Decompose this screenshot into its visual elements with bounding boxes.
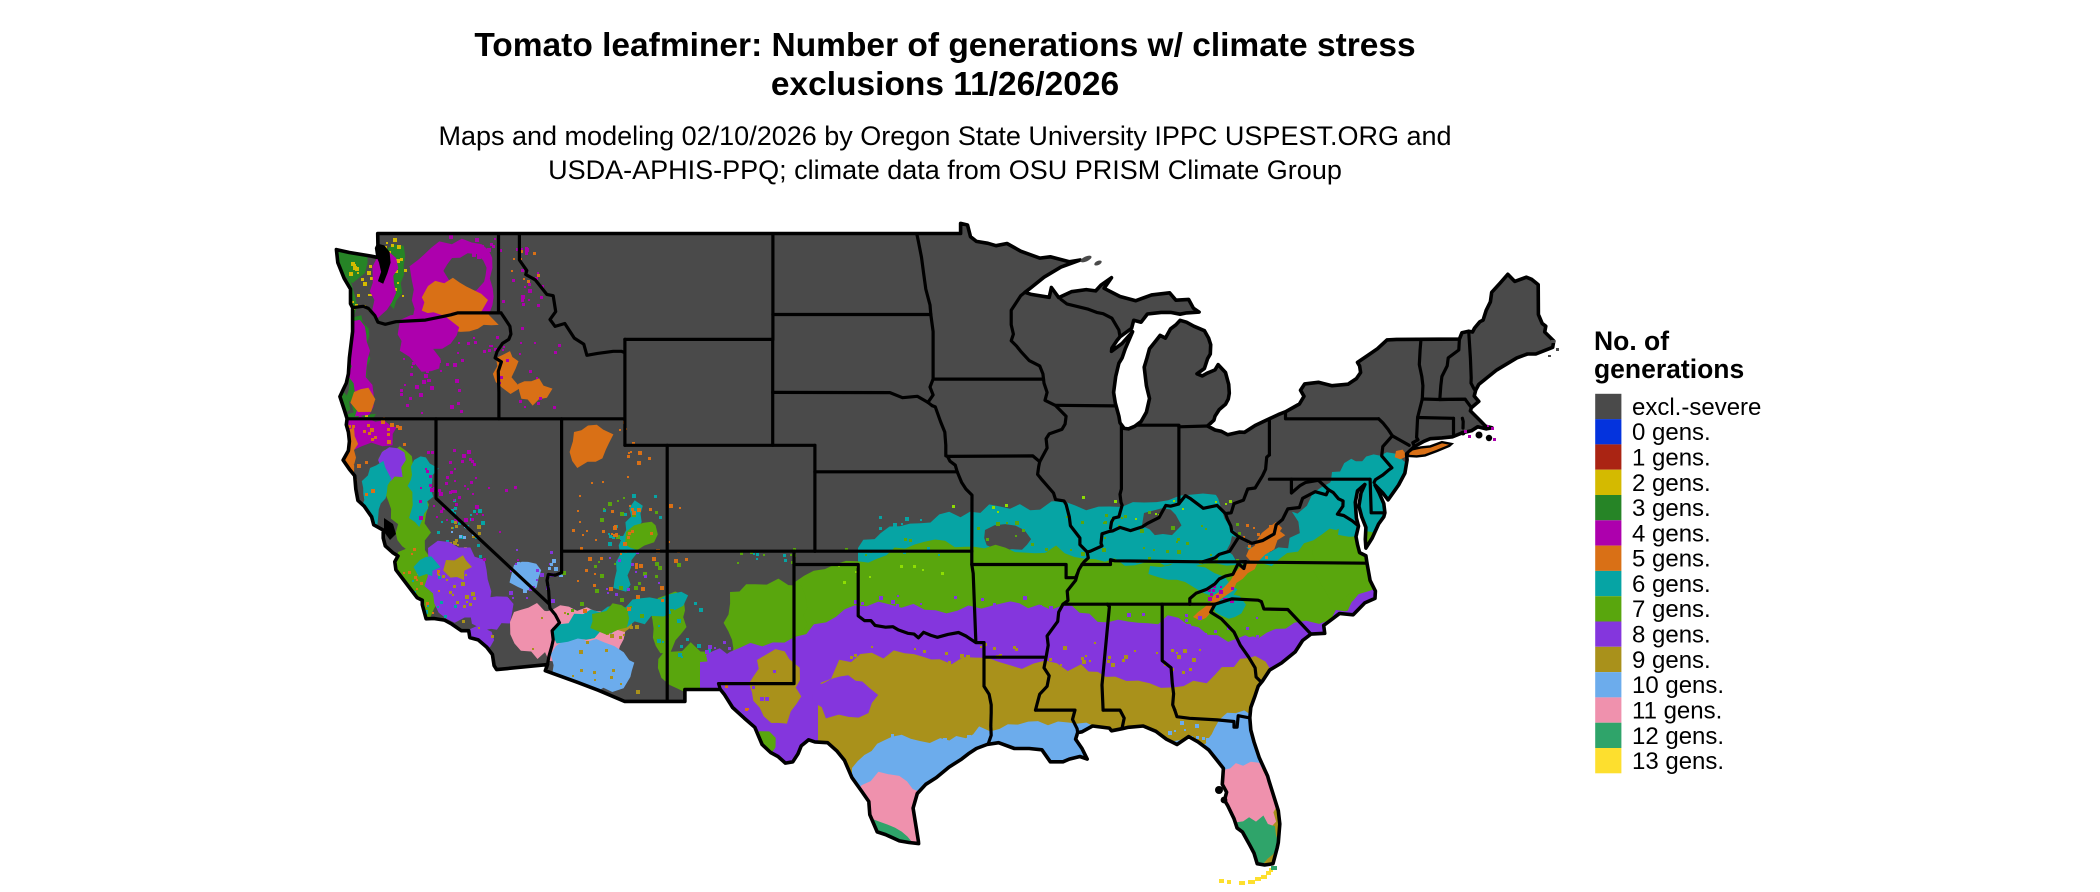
svg-text:Tomato leafminer: Number of ge: Tomato leafminer: Number of generations … xyxy=(474,27,1415,64)
svg-text:4 gens.: 4 gens. xyxy=(1632,520,1711,547)
svg-text:exclusions 11/26/2026: exclusions 11/26/2026 xyxy=(771,66,1119,103)
svg-text:excl.-severe: excl.-severe xyxy=(1632,394,1761,421)
svg-text:10 gens.: 10 gens. xyxy=(1632,672,1724,699)
svg-text:6 gens.: 6 gens. xyxy=(1632,571,1711,598)
svg-text:11 gens.: 11 gens. xyxy=(1632,698,1722,725)
svg-text:3 gens.: 3 gens. xyxy=(1632,495,1711,522)
svg-text:7 gens.: 7 gens. xyxy=(1632,596,1711,623)
svg-text:12 gens.: 12 gens. xyxy=(1632,723,1724,750)
svg-text:5 gens.: 5 gens. xyxy=(1632,546,1711,573)
svg-text:No. of: No. of xyxy=(1594,326,1669,356)
svg-text:2 gens.: 2 gens. xyxy=(1632,470,1711,497)
svg-text:13 gens.: 13 gens. xyxy=(1632,748,1724,775)
svg-text:9 gens.: 9 gens. xyxy=(1632,647,1711,674)
svg-text:8 gens.: 8 gens. xyxy=(1632,622,1711,649)
svg-text:0 gens.: 0 gens. xyxy=(1632,419,1711,446)
svg-text:Maps and modeling 02/10/2026 b: Maps and modeling 02/10/2026 by Oregon S… xyxy=(438,121,1451,151)
svg-text:USDA-APHIS-PPQ; climate data f: USDA-APHIS-PPQ; climate data from OSU PR… xyxy=(548,155,1342,185)
svg-text:1 gens.: 1 gens. xyxy=(1632,444,1711,471)
svg-text:generations: generations xyxy=(1594,354,1744,384)
